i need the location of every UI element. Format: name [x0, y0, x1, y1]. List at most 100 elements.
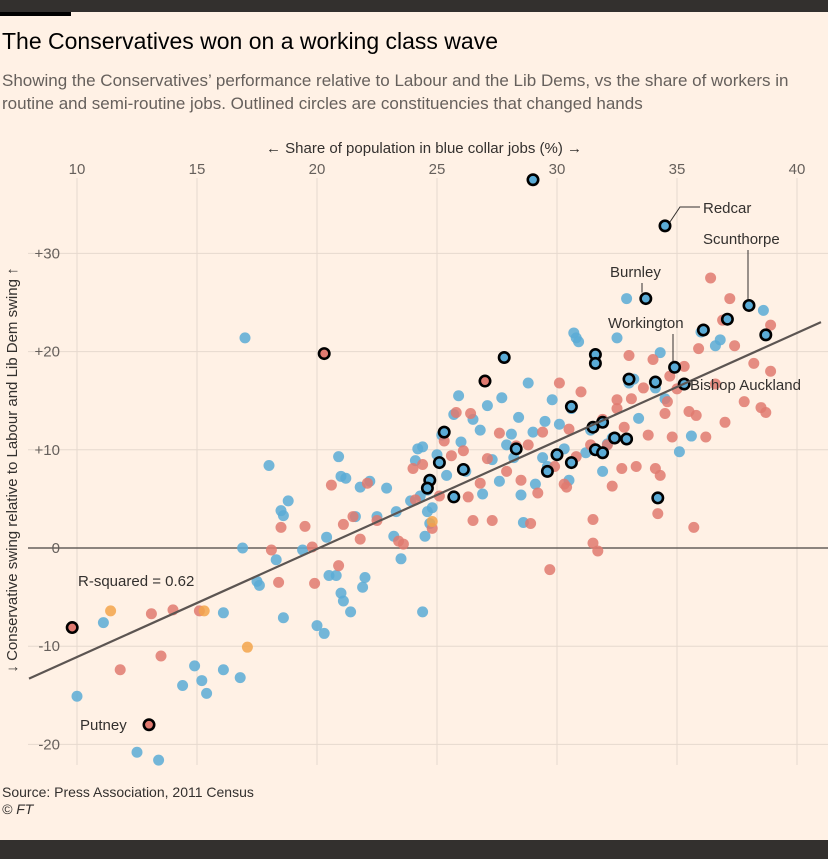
data-point-lab_flip	[564, 456, 578, 470]
annotation-leader	[669, 206, 700, 223]
data-point-con	[445, 450, 457, 462]
data-point-lab	[597, 465, 609, 477]
y-tick-label: +20	[35, 344, 60, 361]
data-point-lab	[253, 579, 265, 591]
data-point-lab	[239, 332, 251, 344]
data-point-con	[397, 538, 409, 550]
data-point-con	[347, 511, 359, 523]
data-point-con	[661, 396, 673, 408]
data-point-lab	[318, 627, 330, 639]
data-point-lab	[270, 554, 282, 566]
data-point-con	[325, 479, 337, 491]
data-point-con	[587, 537, 599, 549]
x-tick-label: 25	[429, 161, 446, 178]
data-point-lab	[522, 377, 534, 389]
data-point-lab	[513, 411, 525, 423]
data-point-lab	[611, 332, 623, 344]
x-axis-label: ← Share of population in blue collar job…	[266, 140, 582, 157]
data-point-con	[532, 487, 544, 499]
data-point-con	[693, 343, 705, 355]
data-point-lab	[189, 660, 201, 672]
data-point-ld	[426, 515, 438, 527]
data-point-con	[719, 416, 731, 428]
data-point-lab	[277, 510, 289, 522]
data-point-lab	[553, 418, 565, 430]
annotation-label: Putney	[80, 717, 127, 734]
data-point-lab	[131, 746, 143, 758]
chart-subtitle: Showing the Conservatives’ performance r…	[2, 71, 789, 113]
data-point-con_flip	[65, 621, 79, 635]
data-point-lab_flip	[540, 464, 554, 478]
x-tick-label: 10	[69, 161, 86, 178]
data-point-con	[700, 431, 712, 443]
data-point-lab_flip	[620, 432, 634, 446]
data-point-con	[652, 508, 664, 520]
data-point-con	[114, 664, 126, 676]
data-point-lab_flip	[608, 431, 622, 445]
data-point-con	[623, 350, 635, 362]
annotation-label: Bishop Auckland	[690, 377, 801, 394]
data-point-con	[333, 560, 345, 572]
y-tick-label: -20	[38, 736, 60, 753]
data-point-con	[765, 365, 777, 377]
data-point-lab	[685, 430, 697, 442]
data-point-con	[155, 650, 167, 662]
data-point-lab	[537, 452, 549, 464]
x-tick-label: 20	[309, 161, 326, 178]
data-point-con	[457, 445, 469, 457]
data-point-con_flip	[478, 374, 492, 388]
data-point-con	[486, 515, 498, 527]
data-point-lab	[311, 620, 323, 632]
data-point-lab	[71, 690, 83, 702]
data-point-lab	[196, 675, 208, 687]
data-point-con	[417, 459, 429, 471]
data-point-con	[438, 435, 450, 447]
data-point-lab_flip	[622, 372, 636, 386]
source-note: Source: Press Association, 2011 Census	[2, 784, 254, 800]
data-point-con	[606, 480, 618, 492]
data-point-con	[467, 515, 479, 527]
x-axis-ticks: 10 15 20 25 30 35 40	[69, 161, 806, 178]
data-point-con	[611, 394, 623, 406]
data-point-con	[337, 518, 349, 530]
data-point-con	[309, 577, 321, 589]
data-point-con	[145, 608, 157, 620]
data-point-lab	[481, 400, 493, 412]
data-point-con	[666, 431, 678, 443]
data-point-lab	[757, 304, 769, 316]
data-point-lab	[237, 542, 249, 554]
data-point-con	[537, 426, 549, 438]
data-point-lab_flip	[550, 448, 564, 462]
data-point-lab_flip	[588, 356, 602, 370]
data-point-lab	[321, 531, 333, 543]
data-point-lab	[297, 544, 309, 556]
data-point-con	[765, 319, 777, 331]
data-point-lab	[421, 506, 433, 518]
data-point-con	[709, 378, 721, 390]
data-point-lab	[441, 469, 453, 481]
chart-title: The Conservatives won on a working class…	[2, 28, 499, 54]
data-point-lab_flip	[720, 312, 734, 326]
data-point-con	[760, 406, 772, 418]
x-tick-label: 15	[189, 161, 206, 178]
ft-credit: © FT	[2, 801, 34, 817]
data-point-con	[407, 462, 419, 474]
data-point-con	[611, 403, 623, 415]
data-point-lab_flip	[509, 442, 523, 456]
data-point-con	[575, 386, 587, 398]
data-point-lab	[337, 595, 349, 607]
data-point-con	[525, 517, 537, 529]
data-point-lab	[477, 488, 489, 500]
data-point-con	[618, 421, 630, 433]
data-point-lab_flip	[437, 425, 451, 439]
data-point-lab_flip	[668, 360, 682, 374]
data-point-con	[493, 427, 505, 439]
data-point-con	[688, 521, 700, 533]
annotation-label: Workington	[608, 315, 684, 332]
r-squared-label: R-squared = 0.62	[78, 573, 194, 590]
data-point-con	[690, 409, 702, 421]
y-axis-label: ↓ Conservative swing relative to Labour …	[4, 267, 21, 672]
data-point-con	[729, 340, 741, 352]
data-point-lab_flip	[526, 173, 540, 187]
